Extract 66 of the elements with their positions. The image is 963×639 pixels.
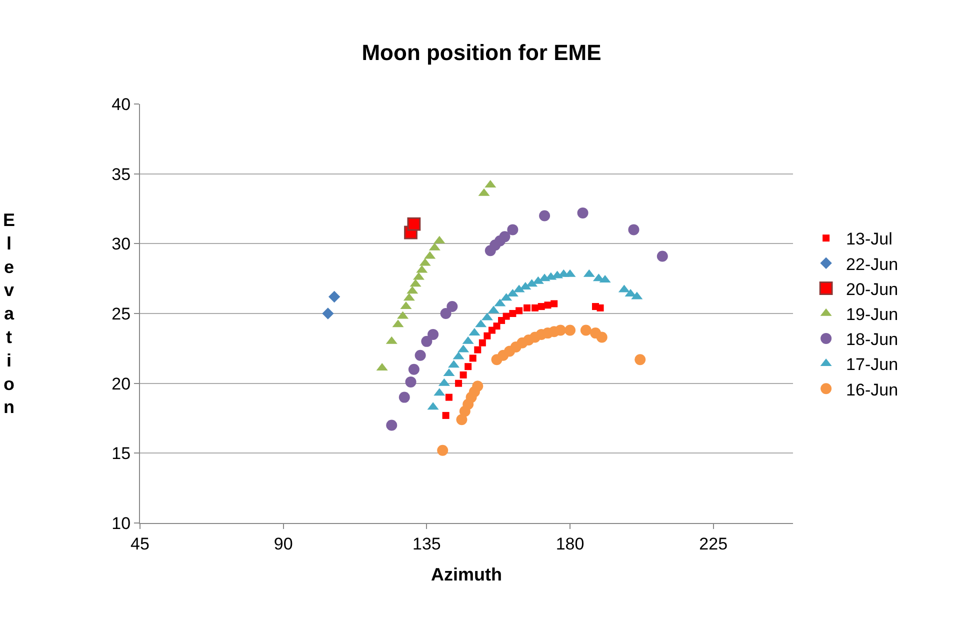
legend-label: 17-Jun — [846, 355, 898, 374]
legend-label: 20-Jun — [846, 280, 898, 299]
y-tick-label: 15 — [112, 444, 131, 464]
point — [474, 346, 482, 354]
point — [398, 392, 410, 403]
point — [539, 210, 550, 222]
y-tick-label: 30 — [112, 234, 131, 254]
point — [509, 310, 516, 317]
point — [455, 380, 462, 387]
point — [456, 414, 468, 426]
x-tick-label: 225 — [699, 534, 728, 554]
point — [472, 380, 484, 392]
point — [442, 412, 450, 419]
x-tick-label: 45 — [130, 534, 150, 554]
point — [502, 312, 510, 320]
point — [554, 324, 566, 336]
point — [460, 371, 467, 378]
point — [407, 217, 421, 231]
legend-label: 18-Jun — [846, 330, 898, 350]
y-tick-label: 25 — [112, 304, 131, 324]
y-tick-label: 35 — [112, 164, 131, 184]
point — [469, 354, 476, 362]
point — [484, 332, 491, 340]
point — [414, 350, 426, 361]
point — [550, 300, 558, 308]
point — [634, 354, 646, 366]
point — [437, 444, 448, 456]
point — [428, 328, 439, 340]
point — [478, 339, 486, 346]
point — [408, 364, 420, 375]
y-tick-label: 10 — [112, 514, 131, 533]
point — [446, 301, 458, 312]
point — [564, 324, 576, 336]
point — [464, 363, 472, 370]
point — [386, 420, 398, 431]
legend-label: 13-Jul — [846, 230, 892, 249]
y-tick-label: 40 — [112, 94, 131, 114]
x-tick-label: 90 — [274, 534, 293, 554]
legend-label: 19-Jun — [846, 304, 898, 324]
point — [516, 307, 523, 314]
point — [328, 290, 340, 303]
point — [596, 304, 604, 312]
point — [440, 308, 452, 319]
point — [577, 207, 588, 218]
y-tick-label: 20 — [112, 374, 131, 394]
point — [507, 224, 518, 236]
point — [580, 324, 592, 336]
point — [628, 224, 640, 236]
chart-title: Moon position for EME — [362, 40, 602, 66]
x-tick-label: 180 — [556, 534, 584, 554]
point — [596, 332, 608, 343]
point — [524, 304, 531, 312]
point — [493, 322, 500, 330]
point — [656, 250, 668, 262]
point — [421, 336, 432, 347]
point — [322, 308, 334, 320]
point — [544, 302, 552, 309]
legend-label: 16-Jun — [846, 380, 898, 400]
point — [405, 376, 416, 388]
point — [531, 304, 538, 312]
legend-label: 22-Jun — [846, 254, 898, 274]
point — [499, 231, 510, 242]
x-tick-label: 135 — [412, 534, 441, 554]
text: Elevation — [3, 210, 16, 418]
point — [445, 394, 452, 401]
x-axis-title: Azimuth — [431, 564, 502, 584]
